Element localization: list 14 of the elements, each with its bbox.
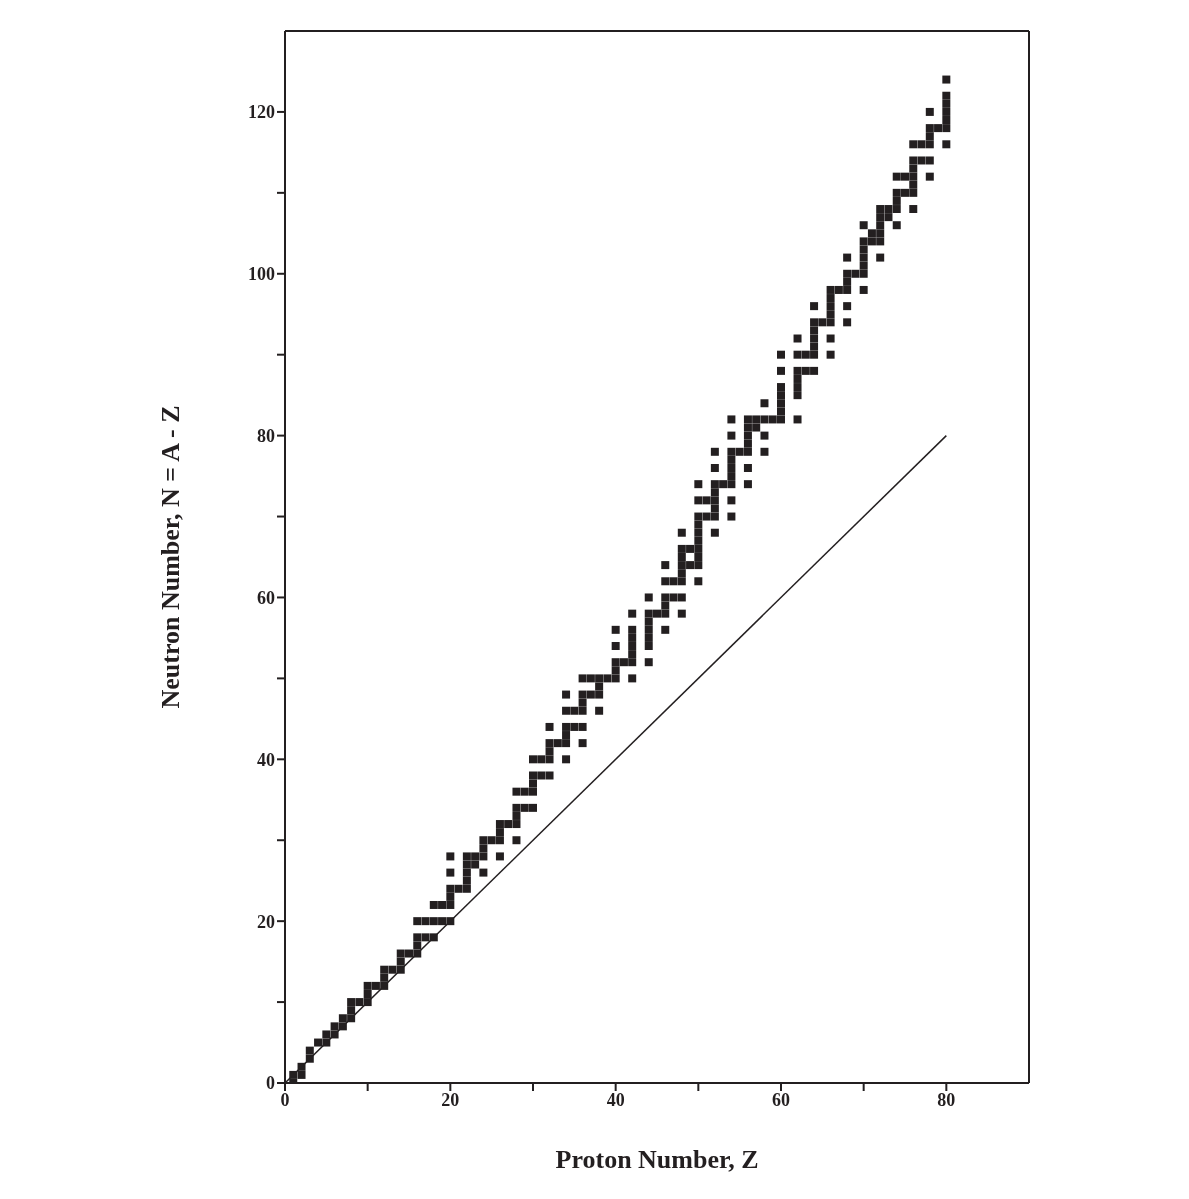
x-tick-label: 20 [441, 1089, 460, 1110]
y-tick-label: 0 [266, 1073, 275, 1094]
x-tick-label: 0 [280, 1089, 290, 1110]
y-tick-label: 20 [257, 911, 275, 932]
x-axis-title: Proton Number, Z [555, 1145, 759, 1174]
y-axis-title: Neutron Number, N = A - Z [156, 405, 186, 709]
y-tick-label: 80 [257, 426, 275, 447]
y-tick-label: 60 [257, 587, 275, 608]
x-tick-label: 80 [937, 1089, 956, 1110]
x-tick-label: 40 [606, 1089, 625, 1110]
y-tick-label: 40 [257, 749, 275, 770]
y-tick-label: 100 [248, 264, 275, 285]
x-tick-label: 60 [772, 1089, 790, 1110]
y-tick-label: 120 [248, 102, 275, 123]
